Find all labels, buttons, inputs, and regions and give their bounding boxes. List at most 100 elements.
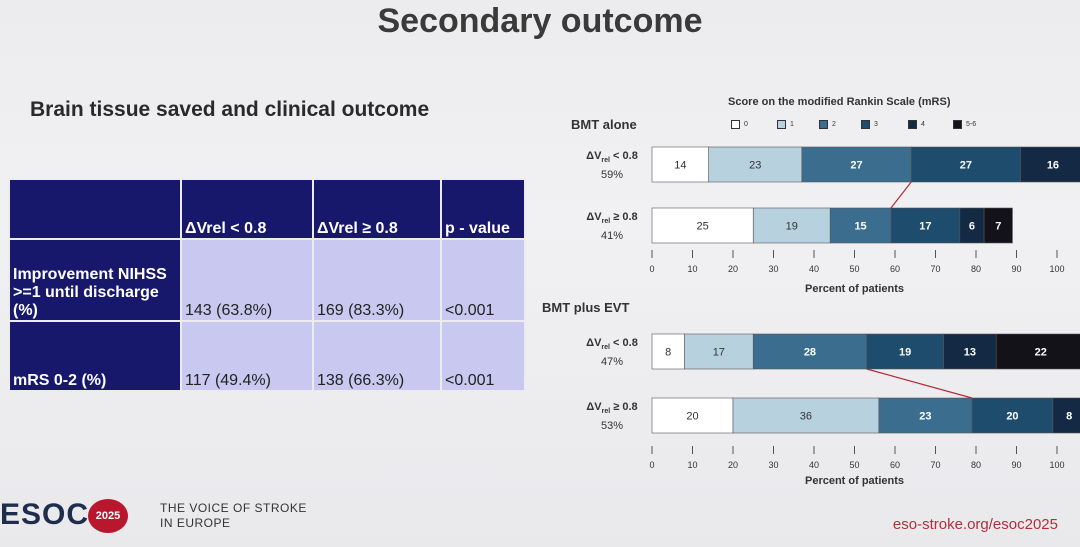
group-label-text: ΔV bbox=[586, 401, 602, 413]
legend-label: 4 bbox=[921, 121, 925, 128]
group-label-text: ΔV bbox=[586, 337, 602, 349]
x-tick-label: 100 bbox=[1049, 264, 1064, 274]
bar-segment bbox=[651, 146, 710, 183]
table-cell: 138 (66.3%) bbox=[312, 320, 442, 392]
data-label: 14 bbox=[674, 160, 686, 172]
legend-item: 2 bbox=[819, 120, 836, 129]
row-label: Improvement NIHSS >=1 until discharge (%… bbox=[8, 238, 182, 322]
bar-segment bbox=[684, 333, 754, 370]
results-table: ΔVrel < 0.8 ΔVrel ≥ 0.8 p - value Improv… bbox=[8, 178, 526, 392]
legend-swatch bbox=[861, 120, 870, 129]
x-axis-label: Percent of patients bbox=[805, 475, 904, 487]
bar-segment bbox=[651, 397, 734, 434]
table-cell: 117 (49.4%) bbox=[180, 320, 314, 392]
bar-segment bbox=[829, 207, 892, 244]
table-header-row: ΔVrel < 0.8 ΔVrel ≥ 0.8 p - value bbox=[8, 178, 526, 240]
table-header-cell bbox=[8, 178, 182, 240]
table-cell: <0.001 bbox=[440, 238, 526, 322]
x-tick-label: 30 bbox=[768, 460, 778, 470]
legend-item: 4 bbox=[908, 120, 925, 129]
legend-swatch bbox=[908, 120, 917, 129]
x-tick-label: 40 bbox=[809, 460, 819, 470]
data-label: 7 bbox=[995, 221, 1001, 233]
group-percent: 41% bbox=[600, 230, 624, 243]
connector-line bbox=[866, 368, 973, 399]
table-header-cell: p - value bbox=[440, 178, 526, 240]
connector-line bbox=[890, 181, 912, 209]
data-label: 25 bbox=[697, 221, 709, 233]
bar-segment bbox=[959, 207, 985, 244]
table-header-cell: ΔVrel ≥ 0.8 bbox=[312, 178, 442, 240]
data-label: 22 bbox=[1035, 347, 1047, 359]
slide-subtitle: Brain tissue saved and clinical outcome bbox=[30, 98, 430, 121]
legend-item: 0 bbox=[731, 120, 748, 129]
legend-item: 1 bbox=[777, 120, 794, 129]
group-cond: < 0.8 bbox=[609, 337, 638, 349]
x-tick-label: 60 bbox=[890, 264, 900, 274]
group-percent: 53% bbox=[600, 420, 624, 433]
legend-swatch bbox=[777, 120, 786, 129]
group-label-text: ΔV bbox=[586, 150, 602, 162]
x-tick-label: 30 bbox=[768, 264, 778, 274]
legend-label: 3 bbox=[874, 121, 878, 128]
legend-item: 5-6 bbox=[953, 120, 976, 129]
group-percent: 59% bbox=[600, 169, 624, 182]
x-tick-label: 20 bbox=[728, 264, 738, 274]
group-subscript: rel bbox=[601, 408, 611, 416]
x-tick-label: 80 bbox=[971, 264, 981, 274]
bar-segment bbox=[943, 333, 997, 370]
data-label: 19 bbox=[899, 347, 911, 359]
data-label: 20 bbox=[686, 411, 698, 423]
data-label: 19 bbox=[786, 221, 798, 233]
data-label: 28 bbox=[804, 347, 816, 359]
legend-swatch bbox=[731, 120, 740, 129]
bar-segment bbox=[1020, 146, 1080, 183]
x-tick-label: 70 bbox=[930, 460, 940, 470]
group-label: ΔVrel < 0.8 47% bbox=[582, 336, 642, 370]
x-tick-label: 10 bbox=[687, 264, 697, 274]
website-link[interactable]: eso-stroke.org/esoc2025 bbox=[892, 516, 1058, 533]
x-tick-label: 70 bbox=[930, 264, 940, 274]
group-subscript: rel bbox=[601, 157, 610, 165]
table-cell: 143 (63.8%) bbox=[180, 238, 314, 322]
esoc-logo: ESOC bbox=[0, 498, 90, 531]
group-condition: ΔVrel ≥ 0.8 bbox=[586, 211, 638, 226]
x-tick-label: 40 bbox=[809, 264, 819, 274]
group-cond: ≥ 0.8 bbox=[610, 401, 638, 413]
legend-item: 3 bbox=[861, 120, 878, 129]
x-axis-label: Percent of patients bbox=[805, 283, 904, 295]
group-label-text: ΔV bbox=[586, 211, 602, 223]
bar-segment bbox=[878, 397, 973, 434]
bar-segment bbox=[983, 207, 1013, 244]
data-label: 23 bbox=[919, 411, 931, 423]
table-header-cell: ΔVrel < 0.8 bbox=[180, 178, 314, 240]
x-tick-label: 50 bbox=[849, 264, 859, 274]
data-label: 20 bbox=[1006, 411, 1018, 423]
group-label: ΔVrel ≥ 0.8 41% bbox=[582, 210, 642, 244]
data-label: 36 bbox=[800, 411, 812, 423]
data-label: 27 bbox=[850, 160, 862, 172]
x-tick-label: 90 bbox=[1011, 460, 1021, 470]
legend-label: 2 bbox=[832, 121, 836, 128]
group-cond: < 0.8 bbox=[609, 150, 638, 162]
tagline-line: IN EUROPE bbox=[160, 516, 231, 530]
bar-segment bbox=[866, 333, 944, 370]
table-cell: <0.001 bbox=[440, 320, 526, 392]
row-label: mRS 0-2 (%) bbox=[8, 320, 182, 392]
group-subscript: rel bbox=[601, 218, 611, 226]
x-tick-label: 0 bbox=[649, 460, 654, 470]
tagline: THE VOICE OF STROKE IN EUROPE bbox=[160, 501, 307, 531]
bar-segment bbox=[732, 397, 880, 434]
bar-segment bbox=[752, 333, 867, 370]
group-cond: ≥ 0.8 bbox=[610, 211, 638, 223]
x-tick-label: 0 bbox=[649, 264, 654, 274]
panel-title: BMT alone bbox=[571, 117, 637, 132]
bar-segment bbox=[801, 146, 912, 183]
slide-title: Secondary outcome bbox=[377, 2, 703, 40]
bar-segment bbox=[1052, 397, 1080, 434]
x-tick-label: 60 bbox=[890, 460, 900, 470]
bar-segment bbox=[651, 333, 685, 370]
table-cell: 169 (83.3%) bbox=[312, 238, 442, 322]
x-tick-label: 90 bbox=[1011, 264, 1021, 274]
bar-segment bbox=[890, 207, 961, 244]
